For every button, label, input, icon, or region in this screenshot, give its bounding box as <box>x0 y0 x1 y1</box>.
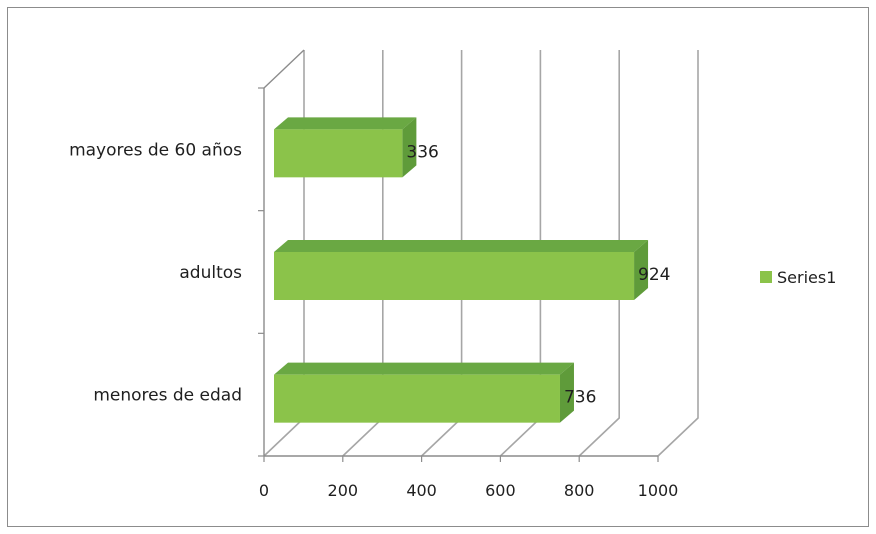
bar-top-face <box>274 240 649 252</box>
data-label: 336 <box>406 142 438 162</box>
bar-top-face <box>274 117 417 130</box>
category-label: menores de edad <box>93 386 242 406</box>
legend: Series1 <box>760 268 836 287</box>
bar <box>274 129 403 178</box>
x-tick-label: 800 <box>564 481 595 500</box>
gridline <box>578 50 620 457</box>
x-tick-label: 200 <box>328 481 359 500</box>
bar-end-face <box>559 362 574 423</box>
x-tick-label: 400 <box>406 481 437 500</box>
data-label: 924 <box>638 265 670 285</box>
data-label: 736 <box>564 388 596 408</box>
y-axis-depth-edge <box>263 49 305 89</box>
x-tick-label: 1000 <box>638 481 679 500</box>
bar-end-face <box>634 240 649 300</box>
category-label: mayores de 60 años <box>69 140 242 160</box>
legend-label: Series1 <box>777 268 836 287</box>
bar <box>274 252 635 300</box>
labels: 0 200 400 600 800 1000 736 menores de edad 924 ad… <box>69 140 678 500</box>
x-tick-label: 600 <box>485 481 516 500</box>
axes <box>258 49 659 462</box>
chart-frame: 0 200 400 600 800 1000 736 menores de edad 924 ad… <box>7 7 869 527</box>
x-tick-label: 0 <box>259 481 269 500</box>
bars <box>274 117 649 423</box>
bar-top-face <box>274 362 574 375</box>
bar-chart: 0 200 400 600 800 1000 736 menores de edad 924 ad… <box>69 49 836 500</box>
gridline <box>657 50 699 457</box>
legend-swatch <box>760 271 772 283</box>
bar <box>274 374 560 423</box>
bar-end-face <box>402 117 417 178</box>
category-label: adultos <box>179 263 242 283</box>
